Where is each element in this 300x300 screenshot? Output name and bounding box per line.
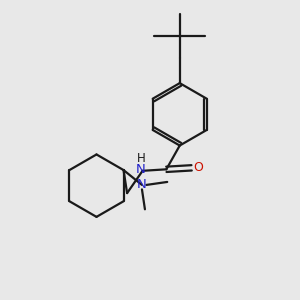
Text: N: N — [136, 163, 146, 176]
Text: N: N — [137, 178, 147, 191]
Text: O: O — [194, 161, 204, 174]
Text: H: H — [137, 152, 146, 166]
